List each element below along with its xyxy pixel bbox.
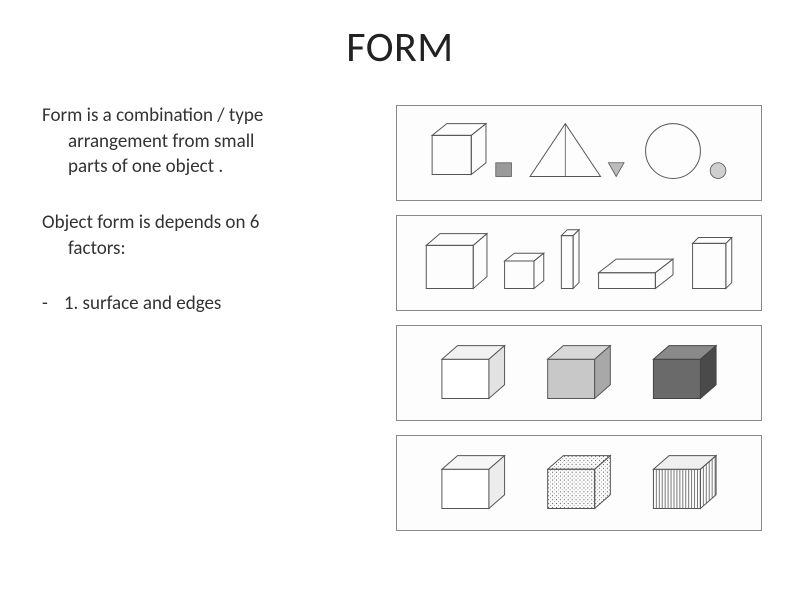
diagram-column (396, 103, 762, 531)
content-area: Form is a combination / type arrangement… (0, 73, 800, 531)
shapes-shading-icon (397, 326, 761, 420)
factors-paragraph: Object form is depends on 6 factors: (42, 210, 372, 261)
shapes-basic-icon (397, 106, 761, 200)
diagram-panel-1 (396, 105, 762, 201)
bullet-dash: - (42, 291, 48, 317)
para1-line3: parts of one object . (42, 154, 372, 180)
bullet-text-1: 1. surface and edges (64, 291, 222, 317)
para1-line1: Form is a combination / type (42, 104, 263, 127)
shapes-texture-icon (397, 436, 761, 530)
diagram-panel-3 (396, 325, 762, 421)
para2-line1: Object form is depends on 6 (42, 211, 259, 234)
para2-line2: factors: (42, 236, 372, 262)
para1-line2: arrangement from small (42, 129, 372, 155)
diagram-panel-4 (396, 435, 762, 531)
text-column: Form is a combination / type arrangement… (42, 103, 372, 531)
definition-paragraph: Form is a combination / type arrangement… (42, 103, 372, 180)
shapes-proportions-icon (397, 216, 761, 310)
bullet-item-1: - 1. surface and edges (42, 291, 372, 317)
page-title: FORM (0, 0, 800, 73)
diagram-panel-2 (396, 215, 762, 311)
